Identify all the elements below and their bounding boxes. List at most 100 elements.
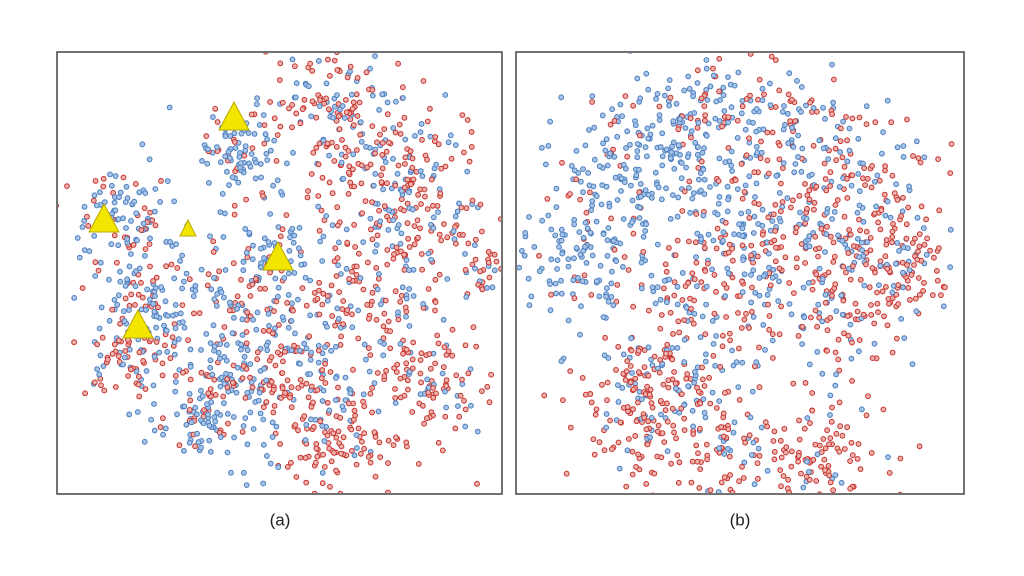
point xyxy=(670,139,677,146)
point xyxy=(111,232,118,239)
point xyxy=(929,292,936,299)
point xyxy=(696,176,702,183)
point xyxy=(305,188,312,194)
point xyxy=(857,276,864,283)
point xyxy=(849,172,856,179)
point xyxy=(713,405,720,411)
point xyxy=(776,331,783,338)
point xyxy=(666,102,672,109)
point xyxy=(573,245,580,251)
point xyxy=(381,126,388,133)
point xyxy=(472,236,479,243)
point xyxy=(320,387,327,394)
point xyxy=(122,295,129,302)
point xyxy=(228,469,234,476)
point xyxy=(703,65,710,72)
point xyxy=(403,295,410,302)
point xyxy=(780,234,787,240)
point xyxy=(347,303,354,310)
point xyxy=(824,223,830,230)
point xyxy=(726,453,733,460)
point xyxy=(395,309,401,316)
point xyxy=(732,177,739,184)
point xyxy=(171,198,178,205)
point xyxy=(830,99,836,106)
point xyxy=(863,103,870,110)
point xyxy=(177,258,184,264)
point xyxy=(593,193,600,200)
point xyxy=(242,226,249,232)
point xyxy=(447,132,454,139)
point xyxy=(620,161,627,168)
point xyxy=(779,199,786,205)
point xyxy=(239,316,246,323)
point xyxy=(553,185,560,192)
point xyxy=(390,155,396,162)
point xyxy=(789,448,795,455)
point xyxy=(898,213,904,219)
point xyxy=(657,144,664,150)
point xyxy=(420,402,426,409)
point xyxy=(224,410,231,417)
point xyxy=(860,218,867,225)
point xyxy=(284,160,290,167)
point xyxy=(921,241,928,248)
point xyxy=(438,237,445,244)
point xyxy=(199,393,206,400)
point xyxy=(390,255,397,262)
point xyxy=(591,451,598,458)
point xyxy=(384,111,391,118)
point xyxy=(250,316,257,323)
point xyxy=(832,281,839,288)
point xyxy=(673,435,679,442)
point xyxy=(436,271,443,278)
point xyxy=(250,426,257,432)
point xyxy=(253,326,260,333)
point xyxy=(357,131,364,138)
point xyxy=(900,269,906,276)
point xyxy=(153,339,160,345)
point xyxy=(384,180,390,187)
point xyxy=(444,276,451,282)
point xyxy=(114,259,120,266)
point xyxy=(634,154,641,161)
point xyxy=(868,184,875,191)
point xyxy=(741,189,748,195)
point xyxy=(773,172,780,179)
triangle-marker xyxy=(218,100,250,131)
point xyxy=(699,149,706,156)
point xyxy=(837,149,843,155)
point xyxy=(334,255,341,261)
point xyxy=(172,372,179,379)
point xyxy=(164,178,171,185)
point xyxy=(571,167,578,174)
point xyxy=(366,315,372,322)
point xyxy=(363,356,369,363)
point xyxy=(797,209,803,216)
point xyxy=(765,170,772,177)
point xyxy=(163,327,170,334)
point xyxy=(207,340,214,347)
point xyxy=(713,245,720,252)
point xyxy=(285,292,292,298)
point xyxy=(785,91,792,98)
point xyxy=(442,388,448,395)
point xyxy=(835,232,841,239)
point xyxy=(766,250,772,257)
panel-caption: (a) xyxy=(270,510,291,529)
point xyxy=(854,209,861,216)
point xyxy=(292,94,299,101)
point xyxy=(582,219,589,226)
point xyxy=(214,119,221,125)
point xyxy=(279,226,286,233)
point xyxy=(753,128,760,135)
point xyxy=(81,218,87,224)
point xyxy=(324,323,330,330)
point xyxy=(313,144,320,151)
point xyxy=(456,200,462,207)
point xyxy=(307,371,314,377)
point xyxy=(741,316,748,323)
point xyxy=(693,254,699,261)
point xyxy=(969,306,974,311)
